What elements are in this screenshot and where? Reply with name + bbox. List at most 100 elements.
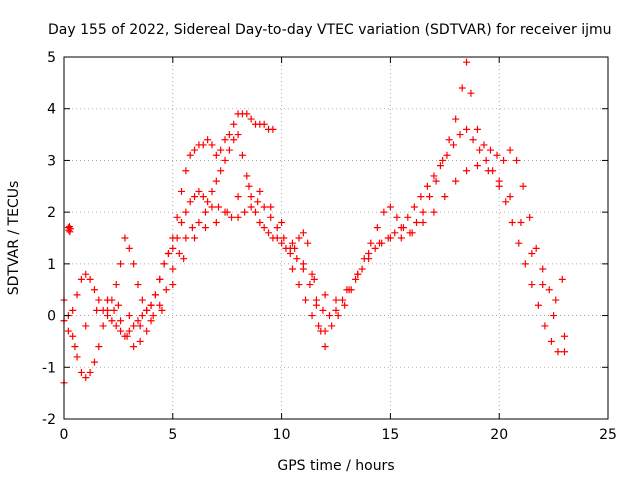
data-point-marker: [360, 255, 368, 263]
data-point-marker: [267, 203, 275, 211]
x-axis-label: GPS time / hours: [277, 458, 394, 474]
data-point-marker: [173, 234, 181, 242]
data-point-marker: [406, 229, 414, 237]
data-point-marker: [260, 203, 268, 211]
data-point-marker: [260, 120, 268, 128]
data-point-marker: [463, 167, 471, 175]
data-point-marker: [321, 327, 329, 335]
data-point-marker: [121, 234, 129, 242]
data-point-marker: [386, 203, 394, 211]
data-point-marker: [241, 208, 249, 216]
data-point-marker: [90, 358, 98, 366]
data-point-marker: [208, 187, 216, 195]
data-point-marker: [256, 218, 264, 226]
data-point-marker: [404, 213, 412, 221]
data-point-marker: [112, 281, 120, 289]
data-point-marker: [212, 218, 220, 226]
data-point-marker: [212, 177, 220, 185]
data-point-marker: [560, 348, 568, 356]
data-point-marker: [288, 239, 296, 247]
data-point-marker: [419, 208, 427, 216]
data-point-marker: [528, 281, 536, 289]
data-point-marker: [469, 136, 477, 144]
data-point-marker: [254, 198, 262, 206]
data-point-marker: [234, 131, 242, 139]
data-point-marker: [267, 213, 275, 221]
series-track-a: [60, 110, 277, 340]
data-point-marker: [286, 244, 294, 252]
data-point-marker: [228, 213, 236, 221]
data-point-marker: [328, 322, 336, 330]
data-point-marker: [393, 213, 401, 221]
data-point-marker: [308, 270, 316, 278]
data-point-marker: [151, 291, 159, 299]
data-point-marker: [238, 151, 246, 159]
data-point-marker: [225, 131, 233, 139]
data-point-marker: [136, 337, 144, 345]
data-point-marker: [234, 193, 242, 201]
data-layer: [60, 58, 568, 387]
data-point-marker: [195, 187, 203, 195]
x-tick-label: 0: [60, 427, 69, 443]
data-point-marker: [302, 296, 310, 304]
data-point-marker: [77, 275, 85, 283]
data-point-marker: [234, 213, 242, 221]
y-tick-label: 2: [47, 205, 56, 221]
data-point-marker: [532, 244, 540, 252]
data-point-marker: [104, 306, 112, 314]
x-tick-label: 20: [490, 427, 508, 443]
data-point-marker: [125, 312, 133, 320]
data-point-marker: [486, 146, 494, 154]
data-point-marker: [373, 224, 381, 232]
x-tick-label: 10: [273, 427, 291, 443]
data-point-marker: [82, 322, 90, 330]
plot-frame: [63, 56, 609, 420]
data-point-marker: [93, 306, 101, 314]
data-point-marker: [332, 306, 340, 314]
data-point-marker: [521, 260, 529, 268]
y-tick-label: -1: [42, 360, 56, 376]
data-point-marker: [147, 317, 155, 325]
series-track-e: [288, 58, 566, 335]
data-point-marker: [217, 146, 225, 154]
data-point-marker: [217, 167, 225, 175]
data-point-marker: [321, 343, 329, 351]
data-point-marker: [545, 286, 553, 294]
data-point-marker: [325, 312, 333, 320]
data-point-marker: [108, 317, 116, 325]
data-point-marker: [299, 260, 307, 268]
y-tick-label: 3: [47, 153, 56, 169]
data-point-marker: [104, 296, 112, 304]
data-point-marker: [158, 306, 166, 314]
data-point-marker: [125, 327, 133, 335]
data-point-marker: [288, 265, 296, 273]
data-point-marker: [95, 343, 103, 351]
data-point-marker: [90, 286, 98, 294]
data-point-marker: [247, 203, 255, 211]
data-point-marker: [230, 136, 238, 144]
data-point-marker: [173, 213, 181, 221]
y-tick-label: -2: [42, 412, 56, 428]
data-point-marker: [413, 218, 421, 226]
data-point-marker: [186, 151, 194, 159]
grid-layer: [64, 57, 608, 419]
data-point-marker: [458, 84, 466, 92]
data-point-marker: [149, 312, 157, 320]
data-point-marker: [169, 281, 177, 289]
data-point-marker: [164, 250, 172, 258]
data-point-marker: [526, 213, 534, 221]
data-point-marker: [125, 244, 133, 252]
data-point-marker: [430, 172, 438, 180]
chart-title: Day 155 of 2022, Sidereal Day-to-day VTE…: [48, 22, 612, 38]
data-point-marker: [82, 270, 90, 278]
data-point-marker: [432, 177, 440, 185]
data-point-marker: [552, 296, 560, 304]
data-point-marker: [188, 224, 196, 232]
data-point-marker: [515, 239, 523, 247]
data-point-marker: [463, 125, 471, 133]
data-point-marker: [528, 250, 536, 258]
data-point-marker: [519, 182, 527, 190]
data-point-marker: [138, 296, 146, 304]
data-point-marker: [82, 374, 90, 382]
data-point-marker: [517, 218, 525, 226]
